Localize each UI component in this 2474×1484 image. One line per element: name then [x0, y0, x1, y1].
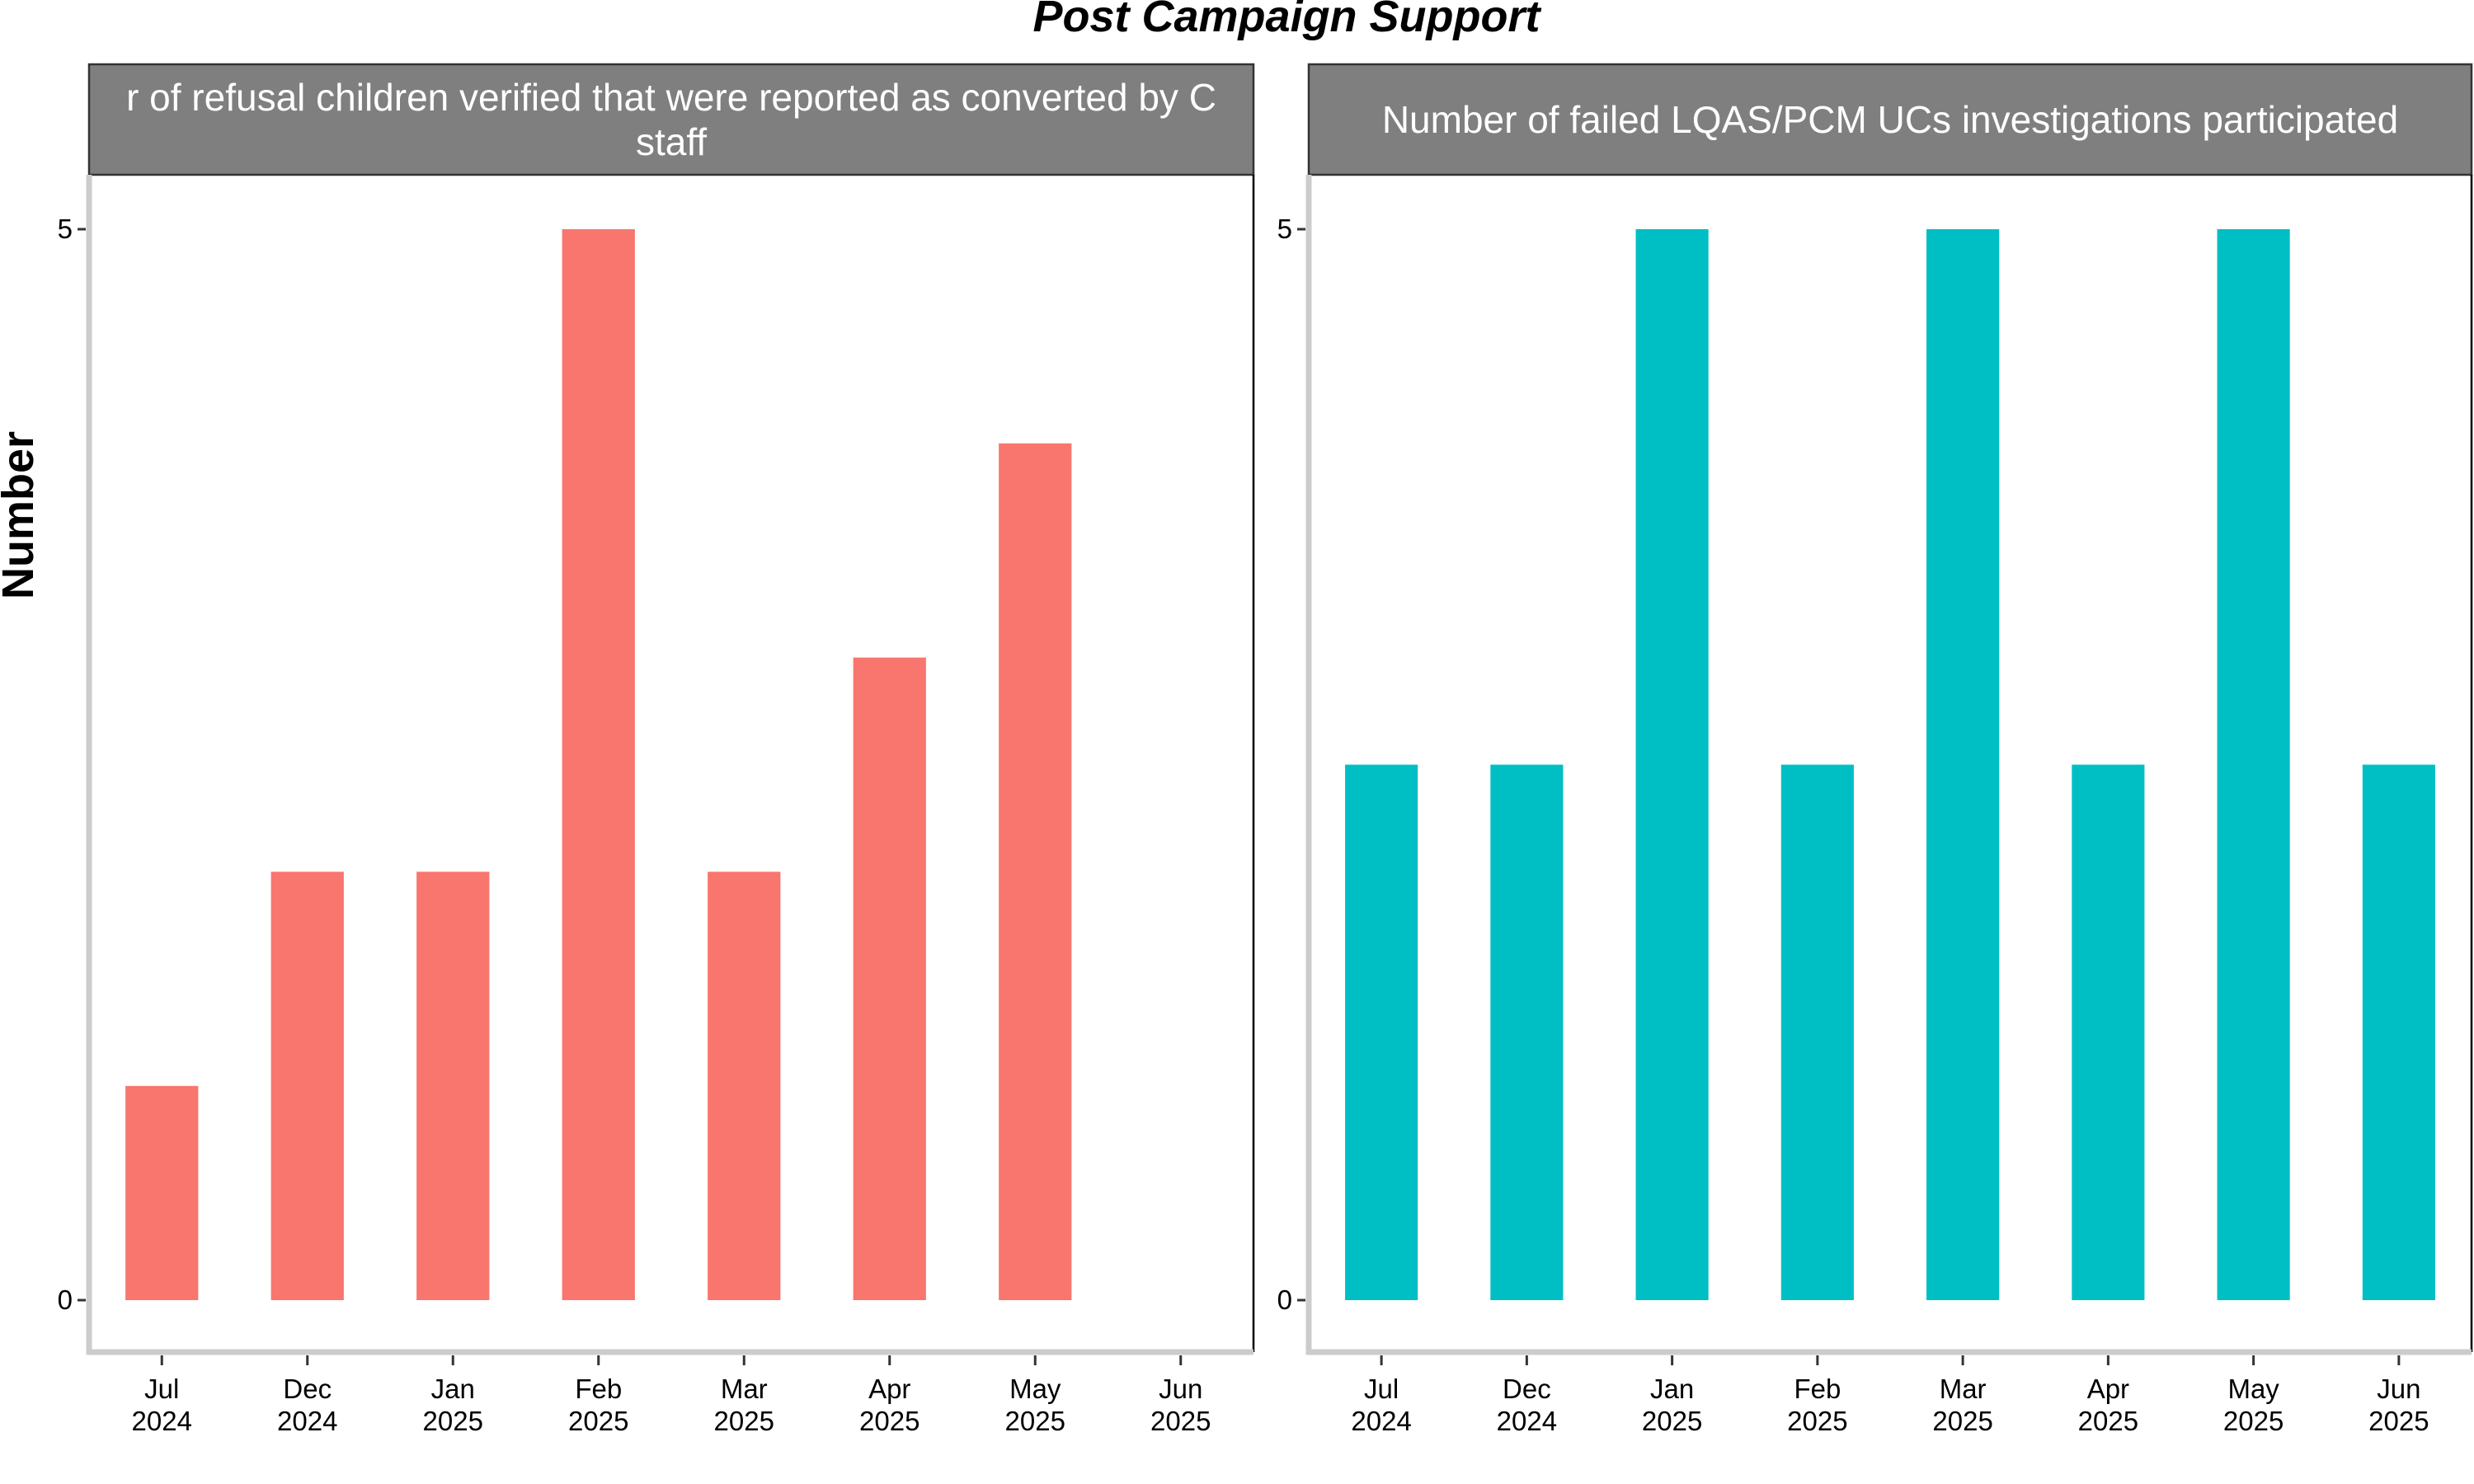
bar	[1345, 764, 1418, 1300]
bar	[1780, 764, 1854, 1300]
bar	[999, 443, 1072, 1300]
x-tick-label-line: Dec	[283, 1374, 332, 1404]
x-tick-label-line: Jul	[1364, 1374, 1399, 1404]
x-tick-label-line: Jul	[144, 1374, 179, 1404]
bar	[2362, 764, 2435, 1300]
x-tick-label-line: 2025	[714, 1406, 774, 1436]
bar	[125, 1086, 199, 1300]
x-tick-label-line: 2025	[2223, 1406, 2284, 1436]
x-tick-label-line: 2025	[568, 1406, 628, 1436]
facet-strip-2	[1307, 63, 2473, 176]
x-tick-label: Apr 2025	[859, 1374, 920, 1436]
y-tick-label: 5	[1277, 214, 1292, 244]
x-tick-label: May 2025	[1005, 1374, 1065, 1436]
facet-strip-title: r of refusal children verified that were…	[126, 76, 1216, 119]
x-tick-label: Dec 2024	[1497, 1374, 1557, 1436]
x-tick-label-line: Jan	[1650, 1374, 1694, 1404]
y-axis-label: Number	[0, 431, 43, 599]
bar	[2072, 764, 2145, 1300]
x-tick-label-line: Mar	[1940, 1374, 1987, 1404]
x-tick-label-line: May	[1009, 1374, 1061, 1404]
x-tick-label-line: 2025	[2368, 1406, 2429, 1436]
bar	[1490, 764, 1564, 1300]
x-tick-label-line: Jun	[2377, 1374, 2420, 1404]
x-tick-label: Jan 2025	[423, 1374, 483, 1436]
x-tick-label-line: Dec	[1503, 1374, 1551, 1404]
y-tick-label: 0	[58, 1284, 73, 1315]
x-tick-label-line: 2025	[2078, 1406, 2138, 1436]
x-tick-label-line: Jan	[431, 1374, 475, 1404]
x-tick-label: Jul 2024	[1351, 1374, 1411, 1436]
bar	[2217, 229, 2290, 1300]
x-tick-label-line: 2025	[1005, 1406, 1065, 1436]
x-tick-label: Feb 2025	[1787, 1374, 1847, 1436]
facets: r of refusal children verified that were…	[58, 63, 2473, 1436]
bar	[1926, 229, 2000, 1300]
chart-title: Post Campaign Support	[1032, 0, 1541, 41]
x-tick-label-line: Jun	[1159, 1374, 1202, 1404]
x-tick-label-line: 2024	[1497, 1406, 1557, 1436]
x-tick-label-line: 2025	[423, 1406, 483, 1436]
bar	[416, 871, 490, 1300]
x-tick-label-line: 2024	[132, 1406, 192, 1436]
facet-panel-2: Number of failed LQAS/PCM UCs investigat…	[1277, 63, 2473, 1436]
x-tick-label: Mar 2025	[1932, 1374, 1992, 1436]
bar	[853, 657, 926, 1300]
x-tick-label: Jun 2025	[2368, 1374, 2429, 1436]
facet-strip-title: staff	[636, 120, 707, 163]
y-tick-label: 0	[1277, 1284, 1292, 1315]
x-tick-label: Dec 2024	[277, 1374, 337, 1436]
x-tick-label: Jan 2025	[1642, 1374, 1702, 1436]
x-tick-label-line: May	[2227, 1374, 2279, 1404]
x-tick-label-line: Mar	[721, 1374, 768, 1404]
x-tick-label: Mar 2025	[714, 1374, 774, 1436]
x-tick-label-line: Apr	[868, 1374, 910, 1404]
x-tick-label: Jul 2024	[132, 1374, 192, 1436]
facet-strip-label-group: Number of failed LQAS/PCM UCs investigat…	[1382, 98, 2398, 141]
x-tick-label-line: 2025	[1150, 1406, 1211, 1436]
x-tick-label: Feb 2025	[568, 1374, 628, 1436]
facet-strip-label-group: r of refusal children verified that were…	[126, 76, 1216, 163]
y-tick-label: 5	[58, 214, 73, 244]
facet-panel-1: r of refusal children verified that were…	[58, 63, 1255, 1436]
x-tick-label: May 2025	[2223, 1374, 2284, 1436]
x-tick-label-line: 2025	[1932, 1406, 1992, 1436]
x-tick-label-line: Feb	[1794, 1374, 1841, 1404]
x-tick-label: Apr 2025	[2078, 1374, 2138, 1436]
x-tick-label-line: 2024	[277, 1406, 337, 1436]
bar	[1635, 229, 1709, 1300]
bar	[562, 229, 635, 1300]
facet-strip-1	[87, 63, 1255, 176]
bar	[708, 871, 781, 1300]
x-tick-label-line: 2025	[1642, 1406, 1702, 1436]
x-tick-label: Jun 2025	[1150, 1374, 1211, 1436]
x-tick-label-line: 2025	[859, 1406, 920, 1436]
x-tick-label-line: 2025	[1787, 1406, 1847, 1436]
facet-strip-title: Number of failed LQAS/PCM UCs investigat…	[1382, 98, 2398, 141]
x-tick-label-line: Apr	[2087, 1374, 2129, 1404]
bar	[270, 871, 344, 1300]
x-tick-label-line: 2024	[1351, 1406, 1411, 1436]
x-tick-label-line: Feb	[575, 1374, 622, 1404]
